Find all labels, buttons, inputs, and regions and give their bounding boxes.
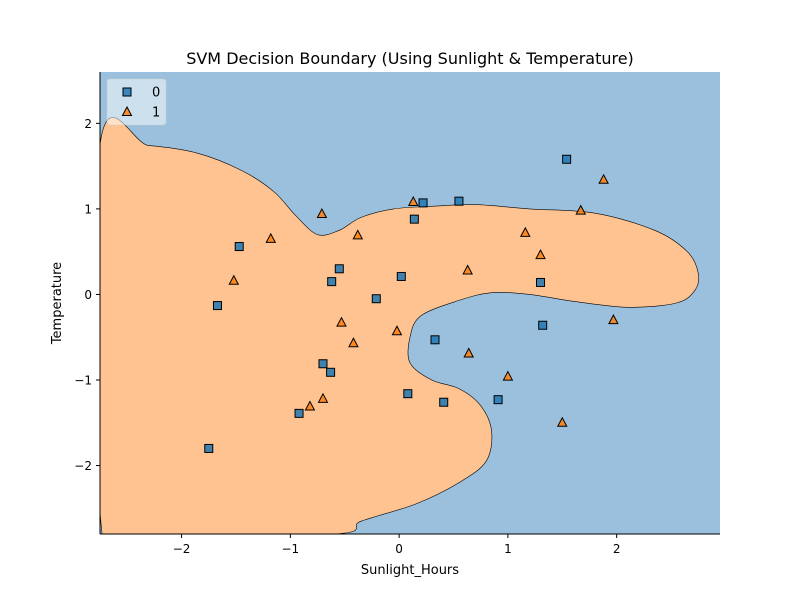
class-1-point: [352, 229, 364, 240]
class-0-point: [538, 320, 548, 330]
x-tick-label: −2: [173, 542, 191, 556]
x-tick-label: 2: [613, 542, 621, 556]
class-0-point: [439, 397, 449, 407]
class-0-point: [562, 154, 572, 164]
y-tick-label: 2: [84, 117, 92, 131]
legend-label: 0: [152, 86, 160, 101]
class-1-point: [556, 416, 568, 427]
class-0-point: [334, 264, 344, 274]
class-0-point: [327, 277, 337, 287]
class-1-point: [265, 232, 277, 243]
class-0-point: [318, 359, 328, 369]
x-tick-label: 0: [395, 542, 403, 556]
class-1-point: [228, 274, 240, 285]
class-1-point: [519, 226, 531, 237]
class-1-point: [316, 207, 328, 219]
class-0-point: [396, 271, 406, 281]
class-1-point: [535, 249, 546, 260]
class-0-point: [403, 389, 413, 399]
class-0-point: [326, 367, 336, 377]
class-1-point: [575, 204, 587, 215]
y-tick-label: 0: [84, 288, 92, 302]
legend: 01: [106, 78, 167, 126]
y-tick-label: −1: [74, 374, 92, 388]
class-0-point: [430, 335, 440, 345]
class-1-point: [463, 347, 475, 358]
class-0-point: [212, 301, 222, 311]
class-0-point: [493, 395, 503, 405]
y-tick-label: −2: [74, 459, 92, 473]
class-0-point: [371, 294, 381, 304]
plot-area: [100, 72, 720, 534]
class-0-point: [204, 443, 214, 453]
class-1-point: [391, 325, 403, 336]
points-layer: [204, 154, 619, 453]
x-tick-label: 1: [504, 542, 512, 556]
legend-triangle-marker: [121, 105, 133, 116]
class-1-region: [100, 117, 700, 534]
class-1-point: [336, 316, 347, 327]
class-0-point: [418, 198, 428, 208]
class-0-point: [454, 196, 464, 206]
legend-box: [106, 78, 167, 126]
x-axis: −2 −1 0 1 2: [100, 533, 720, 556]
legend-label: 1: [152, 106, 160, 121]
class-1-point: [317, 392, 329, 403]
class-0-point: [294, 408, 304, 418]
legend-square-marker: [122, 87, 132, 97]
x-axis-label: Sunlight_Hours: [361, 563, 459, 578]
class-0-point: [409, 214, 419, 224]
class-1-point: [462, 264, 473, 275]
y-axis: −2 −1 0 1 2: [74, 72, 101, 534]
class-1-point: [348, 337, 359, 348]
class-1-point: [608, 314, 619, 325]
y-tick-label: 1: [84, 202, 92, 216]
class-1-point: [407, 195, 419, 207]
class-1-point: [598, 173, 609, 184]
x-tick-label: −1: [281, 542, 299, 556]
class-0-point: [234, 242, 244, 252]
chart-title: SVM Decision Boundary (Using Sunlight & …: [186, 49, 634, 68]
class-0-point: [536, 277, 546, 287]
class-1-point: [304, 400, 316, 411]
class-1-point: [502, 370, 514, 381]
y-axis-label: Temperature: [50, 262, 65, 345]
